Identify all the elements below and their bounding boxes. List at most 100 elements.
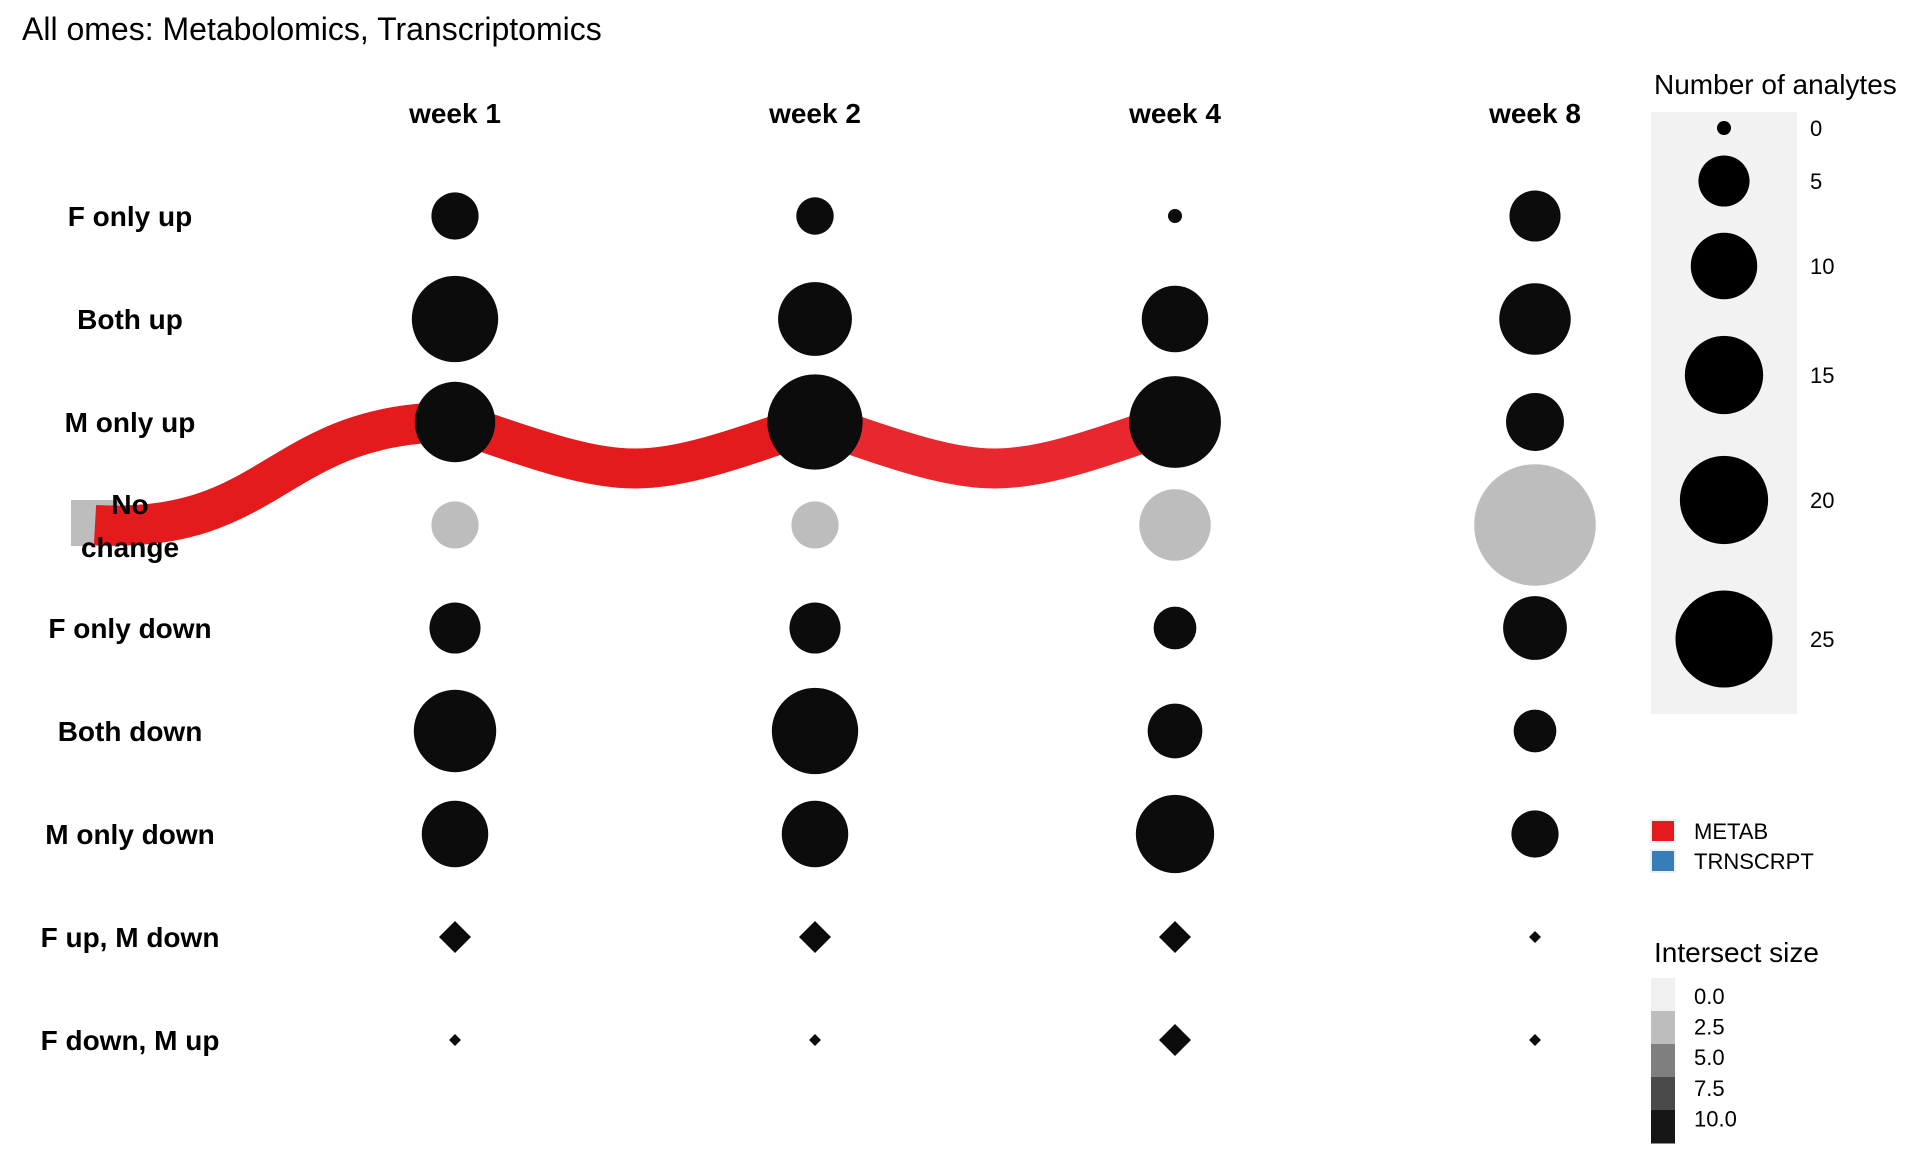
column-labels: week 1 week 2 week 4 week 8 <box>408 98 1581 129</box>
intersect-legend-bar-step <box>1651 1077 1675 1082</box>
intersect-legend-bar-step <box>1651 1122 1675 1127</box>
column-label-week-4: week 4 <box>1128 98 1221 129</box>
bubble-both-up-week-8 <box>1499 283 1571 355</box>
intersect-legend: Intersect size 0.0 2.5 5.0 7.5 10.0 <box>1651 937 1819 1144</box>
intersect-legend-bar-step <box>1651 1072 1675 1078</box>
series-label-trnscrpt: TRNSCRPT <box>1694 849 1814 874</box>
column-label-week-1: week 1 <box>408 98 501 129</box>
flow-segment-2 <box>448 403 822 489</box>
series-label-metab: METAB <box>1694 819 1768 844</box>
intersect-legend-bar-step <box>1651 998 1675 1004</box>
bubble-both-down-week-2 <box>771 687 859 775</box>
bubble-f-down-m-up-week-1 <box>449 1034 461 1046</box>
intersect-legend-bar-step <box>1651 1097 1675 1103</box>
bubble-m-only-down-week-2 <box>781 800 849 868</box>
series-swatch-metab <box>1650 819 1676 843</box>
bubble-f-down-m-up-week-2 <box>809 1034 821 1046</box>
row-label-f-up-m-down: F up, M down <box>41 922 220 953</box>
intersect-legend-bar-step <box>1651 1031 1675 1037</box>
intersect-legend-bar-step <box>1651 1126 1675 1132</box>
bubble-both-up-week-1 <box>411 275 499 363</box>
bubble-f-only-up-week-2 <box>796 197 834 235</box>
flow-layer <box>71 402 1182 546</box>
bubble-f-only-up-week-4 <box>1168 209 1182 223</box>
bubble-f-only-up-week-8 <box>1509 190 1561 242</box>
intersect-legend-title: Intersect size <box>1654 937 1819 968</box>
bubble-no-change-week-1 <box>431 501 479 549</box>
intersect-legend-bar-step <box>1651 1068 1675 1074</box>
intersect-legend-label-2-5: 2.5 <box>1694 1015 1725 1040</box>
bubble-f-up-m-down-week-1 <box>439 921 471 953</box>
intersect-legend-bar-step <box>1651 1130 1675 1136</box>
intersect-legend-bar-step <box>1651 1002 1675 1008</box>
intersect-legend-bar-step <box>1651 990 1675 995</box>
intersect-legend-label-0-0: 0.0 <box>1694 984 1725 1009</box>
intersect-legend-bar-step <box>1651 978 1675 983</box>
bubble-f-up-m-down-week-2 <box>799 921 831 953</box>
bubble-f-only-down-week-2 <box>789 602 841 654</box>
intersect-legend-label-5-0: 5.0 <box>1694 1045 1725 1070</box>
bubble-m-only-up-week-8 <box>1506 393 1564 451</box>
bubble-f-up-m-down-week-4 <box>1159 921 1191 953</box>
bubble-layer <box>411 190 1596 1056</box>
flow-segment-1 <box>93 402 456 546</box>
bubble-f-up-m-down-week-8 <box>1529 931 1541 943</box>
intersect-legend-bar-step <box>1651 994 1675 1000</box>
intersect-legend-bar-step <box>1651 1105 1675 1111</box>
row-label-m-only-down: M only down <box>45 819 215 850</box>
bubble-m-only-up-week-1 <box>414 381 496 463</box>
intersect-legend-bar-step <box>1651 1056 1675 1061</box>
intersect-legend-bar-step <box>1651 1081 1675 1086</box>
row-label-f-down-m-up: F down, M up <box>41 1025 220 1056</box>
bubble-f-down-m-up-week-8 <box>1529 1034 1541 1046</box>
size-legend-label-0: 0 <box>1810 116 1822 141</box>
bubble-m-only-up-week-4 <box>1129 376 1221 468</box>
bubble-no-change-week-2 <box>791 501 839 549</box>
intersect-legend-bar-step <box>1651 1101 1675 1107</box>
chart-title: All omes: Metabolomics, Transcriptomics <box>22 11 602 47</box>
size-legend-circle-10 <box>1690 232 1758 300</box>
size-legend-label-15: 15 <box>1810 363 1834 388</box>
size-legend-label-20: 20 <box>1810 488 1834 513</box>
intersect-legend-bar-step <box>1651 1114 1675 1119</box>
series-swatch-trnscrpt <box>1650 849 1676 873</box>
intersect-legend-bar-step <box>1651 1044 1675 1049</box>
size-legend-circle-20 <box>1679 455 1769 545</box>
bubble-f-only-up-week-1 <box>431 192 479 240</box>
bubble-both-up-week-2 <box>778 282 852 356</box>
series-legend: METAB TRNSCRPT <box>1650 819 1814 874</box>
bubble-both-up-week-4 <box>1141 285 1209 353</box>
bubble-f-only-down-week-1 <box>429 602 481 654</box>
intersect-legend-bar-step <box>1651 1060 1675 1066</box>
size-legend-circle-15 <box>1684 335 1764 415</box>
intersect-legend-bar-step <box>1651 1064 1675 1070</box>
row-label-m-only-up: M only up <box>65 407 196 438</box>
row-label-f-only-down: F only down <box>48 613 211 644</box>
size-legend-label-10: 10 <box>1810 254 1834 279</box>
row-label-f-only-up: F only up <box>68 201 192 232</box>
bubble-m-only-down-week-4 <box>1135 794 1215 874</box>
intersect-legend-bar-step <box>1651 986 1675 991</box>
row-label-both-down: Both down <box>58 716 203 747</box>
intersect-legend-bar-step <box>1651 1138 1675 1144</box>
intersect-legend-bar-step <box>1651 1089 1675 1094</box>
bubble-f-only-down-week-4 <box>1153 606 1197 650</box>
bubble-f-down-m-up-week-4 <box>1159 1024 1191 1056</box>
bubble-both-down-week-1 <box>413 689 497 773</box>
intersect-legend-label-10-0: 10.0 <box>1694 1106 1737 1131</box>
size-legend-label-25: 25 <box>1810 627 1834 652</box>
column-label-week-2: week 2 <box>768 98 861 129</box>
bubble-no-change-week-8 <box>1474 464 1596 586</box>
size-legend-circle-25 <box>1675 590 1773 688</box>
column-label-week-8: week 8 <box>1488 98 1581 129</box>
intersect-legend-bar-step <box>1651 1027 1675 1033</box>
row-labels: F only up Both up M only up No change F only … <box>41 201 220 1056</box>
intersect-legend-bar-step <box>1651 1023 1675 1028</box>
flow-segment-3 <box>808 403 1182 489</box>
intersect-legend-bar-step <box>1651 1085 1675 1090</box>
intersect-legend-bar-step <box>1651 1052 1675 1057</box>
size-legend-title: Number of analytes <box>1654 69 1897 100</box>
intersect-legend-bar-step <box>1651 1006 1675 1012</box>
bubble-both-down-week-4 <box>1147 703 1203 759</box>
